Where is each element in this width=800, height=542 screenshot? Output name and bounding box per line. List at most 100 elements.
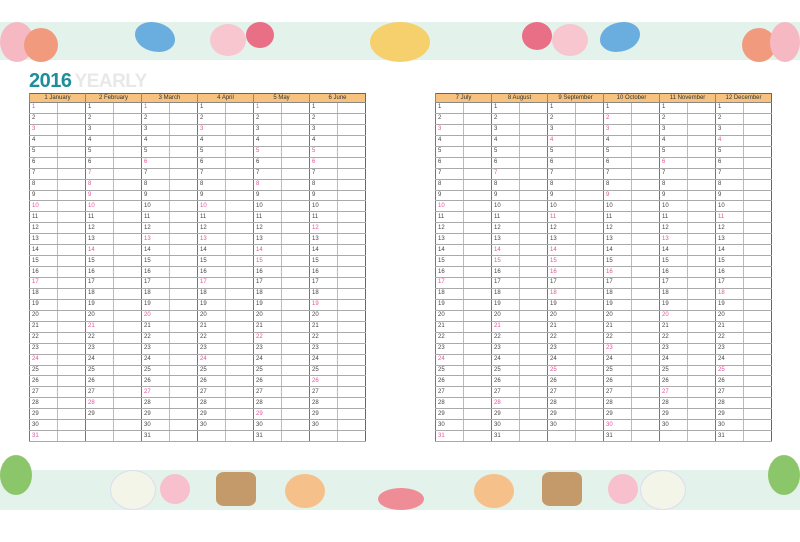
day-note-cell[interactable] <box>337 102 366 114</box>
day-note-cell[interactable] <box>169 299 198 311</box>
day-note-cell[interactable] <box>687 179 716 191</box>
day-note-cell[interactable] <box>743 200 772 213</box>
day-note-cell[interactable] <box>281 343 310 355</box>
day-note-cell[interactable] <box>743 332 772 344</box>
day-note-cell[interactable] <box>337 233 366 246</box>
day-note-cell[interactable] <box>463 102 492 114</box>
day-note-cell[interactable] <box>463 113 492 125</box>
day-note-cell[interactable] <box>743 310 772 322</box>
day-note-cell[interactable] <box>519 222 548 235</box>
day-note-cell[interactable] <box>281 200 310 213</box>
day-note-cell[interactable] <box>463 430 492 443</box>
day-note-cell[interactable] <box>169 266 198 278</box>
day-note-cell[interactable] <box>631 157 660 169</box>
day-note-cell[interactable] <box>169 135 198 147</box>
day-note-cell[interactable] <box>113 332 142 344</box>
day-note-cell[interactable] <box>337 277 366 289</box>
day-note-cell[interactable] <box>57 288 86 300</box>
day-note-cell[interactable] <box>463 277 492 289</box>
day-note-cell[interactable] <box>57 222 86 235</box>
day-note-cell[interactable] <box>281 113 310 125</box>
day-note-cell[interactable] <box>169 146 198 158</box>
day-note-cell[interactable] <box>575 288 604 300</box>
day-note-cell[interactable] <box>281 211 310 224</box>
day-note-cell[interactable] <box>463 310 492 322</box>
day-note-cell[interactable] <box>519 332 548 344</box>
day-note-cell[interactable] <box>687 135 716 147</box>
day-note-cell[interactable] <box>337 299 366 311</box>
day-note-cell[interactable] <box>743 321 772 333</box>
day-note-cell[interactable] <box>225 135 254 147</box>
day-note-cell[interactable] <box>281 430 310 443</box>
day-note-cell[interactable] <box>281 277 310 289</box>
day-note-cell[interactable] <box>113 135 142 147</box>
day-note-cell[interactable] <box>337 343 366 355</box>
day-note-cell[interactable] <box>631 168 660 180</box>
day-note-cell[interactable] <box>113 113 142 125</box>
day-note-cell[interactable] <box>687 222 716 235</box>
day-note-cell[interactable] <box>169 310 198 322</box>
day-note-cell[interactable] <box>519 146 548 158</box>
day-note-cell[interactable] <box>113 124 142 136</box>
day-note-cell[interactable] <box>631 397 660 410</box>
day-note-cell[interactable] <box>463 244 492 257</box>
day-note-cell[interactable] <box>631 179 660 191</box>
day-note-cell[interactable] <box>743 386 772 399</box>
day-note-cell[interactable] <box>687 299 716 311</box>
day-note-cell[interactable] <box>687 190 716 202</box>
day-note-cell[interactable] <box>687 168 716 180</box>
day-note-cell[interactable] <box>113 343 142 355</box>
day-note-cell[interactable] <box>519 430 548 443</box>
day-note-cell[interactable] <box>575 408 604 421</box>
day-note-cell[interactable] <box>169 255 198 268</box>
day-note-cell[interactable] <box>57 168 86 180</box>
day-note-cell[interactable] <box>575 200 604 213</box>
day-note-cell[interactable] <box>687 124 716 136</box>
day-note-cell[interactable] <box>575 124 604 136</box>
day-note-cell[interactable] <box>463 179 492 191</box>
day-note-cell[interactable] <box>575 343 604 355</box>
day-note-cell[interactable] <box>743 288 772 300</box>
day-note-cell[interactable] <box>113 222 142 235</box>
day-note-cell[interactable] <box>631 146 660 158</box>
day-note-cell[interactable] <box>113 354 142 366</box>
day-note-cell[interactable] <box>463 375 492 388</box>
day-note-cell[interactable] <box>225 266 254 278</box>
day-note-cell[interactable] <box>337 386 366 399</box>
day-note-cell[interactable] <box>743 124 772 136</box>
day-note-cell[interactable] <box>687 408 716 421</box>
day-note-cell[interactable] <box>743 146 772 158</box>
day-note-cell[interactable] <box>337 354 366 366</box>
day-note-cell[interactable] <box>575 310 604 322</box>
day-note-cell[interactable] <box>225 277 254 289</box>
day-note-cell[interactable] <box>631 200 660 213</box>
day-note-cell[interactable] <box>519 190 548 202</box>
day-note-cell[interactable] <box>113 233 142 246</box>
day-note-cell[interactable] <box>337 157 366 169</box>
day-note-cell[interactable] <box>575 430 604 443</box>
day-note-cell[interactable] <box>57 146 86 158</box>
day-note-cell[interactable] <box>743 168 772 180</box>
day-note-cell[interactable] <box>463 419 492 432</box>
day-note-cell[interactable] <box>631 244 660 257</box>
day-note-cell[interactable] <box>631 211 660 224</box>
day-note-cell[interactable] <box>113 211 142 224</box>
day-note-cell[interactable] <box>337 211 366 224</box>
day-note-cell[interactable] <box>519 365 548 377</box>
day-note-cell[interactable] <box>463 386 492 399</box>
day-note-cell[interactable] <box>169 343 198 355</box>
day-note-cell[interactable] <box>575 332 604 344</box>
day-note-cell[interactable] <box>169 102 198 114</box>
day-note-cell[interactable] <box>169 354 198 366</box>
day-note-cell[interactable] <box>225 397 254 410</box>
day-note-cell[interactable] <box>463 365 492 377</box>
day-note-cell[interactable] <box>519 255 548 268</box>
day-note-cell[interactable] <box>463 222 492 235</box>
day-note-cell[interactable] <box>337 200 366 213</box>
day-note-cell[interactable] <box>463 157 492 169</box>
day-note-cell[interactable] <box>225 255 254 268</box>
day-note-cell[interactable] <box>281 354 310 366</box>
day-note-cell[interactable] <box>225 113 254 125</box>
day-note-cell[interactable] <box>519 102 548 114</box>
day-note-cell[interactable] <box>57 365 86 377</box>
